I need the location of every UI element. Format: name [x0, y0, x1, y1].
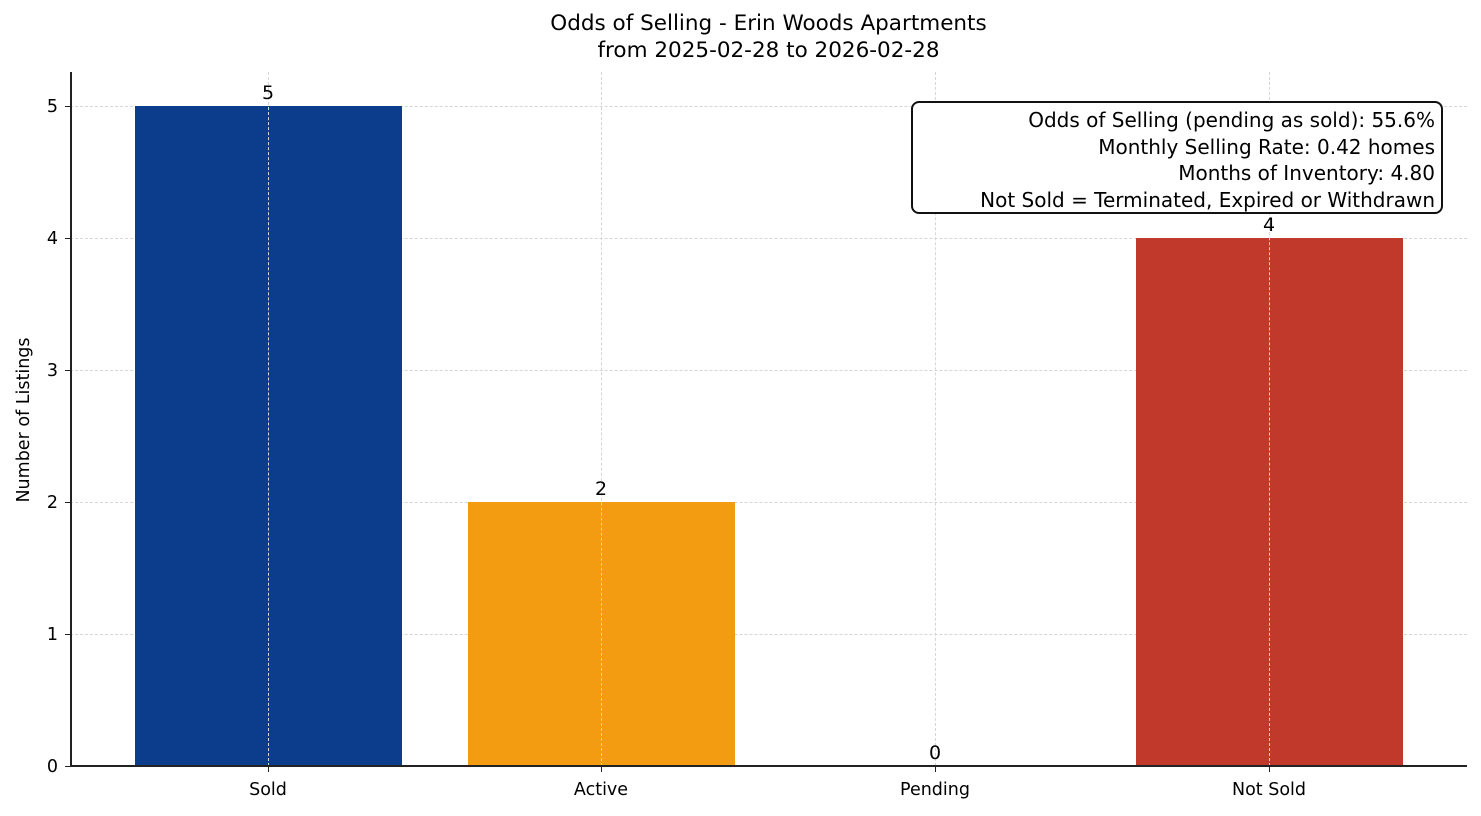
grid-line-y5: [70, 106, 1467, 107]
grid-line-x-not-sold: [1269, 72, 1270, 766]
annotation-odds-of-selling: Odds of Selling (pending as sold): 55.6%: [1028, 108, 1435, 132]
chart-title-main: Odds of Selling - Erin Woods Apartments: [550, 11, 987, 36]
bar-value-label-not-sold: 4: [1262, 214, 1276, 236]
x-tick: [268, 766, 270, 772]
bar-value-label-pending: 0: [928, 742, 942, 764]
grid-line-x-sold: [268, 72, 269, 766]
x-tick: [601, 766, 603, 772]
y-axis-label: Number of Listings: [14, 337, 34, 503]
x-tick: [935, 766, 937, 772]
y-axis-line: [70, 72, 72, 767]
y-tick: [65, 238, 70, 240]
y-tick: [65, 370, 70, 372]
x-tick-label-active: Active: [573, 780, 629, 800]
y-tick: [65, 766, 70, 768]
x-tick: [1269, 766, 1271, 772]
grid-line-y3: [70, 370, 1467, 371]
annotation-not-sold-definition: Not Sold = Terminated, Expired or Withdr…: [980, 187, 1435, 212]
chart-title: Odds of Selling - Erin Woods Apartments …: [0, 10, 1481, 64]
chart-subtitle: from 2025-02-28 to 2026-02-28: [597, 38, 940, 63]
y-tick: [65, 502, 70, 504]
bar-value-label-sold: 5: [261, 82, 275, 104]
grid-line-y2: [70, 502, 1467, 503]
grid-line-y4: [70, 238, 1467, 239]
x-tick-label-pending: Pending: [900, 780, 970, 800]
annotation-months-of-inventory: Months of Inventory: 4.80: [1178, 161, 1435, 185]
y-tick-label: 4: [46, 229, 58, 249]
y-tick-label: 3: [46, 361, 58, 381]
y-tick: [65, 634, 70, 636]
x-axis-line: [70, 765, 1467, 767]
x-tick-label-sold: Sold: [249, 780, 287, 800]
y-tick-label: 5: [46, 97, 58, 117]
y-tick-label: 1: [46, 625, 58, 645]
annotation-monthly-selling-rate: Monthly Selling Rate: 0.42 homes: [1098, 134, 1435, 159]
y-tick-label: 0: [46, 757, 58, 777]
bar-value-label-active: 2: [594, 478, 608, 500]
y-tick: [65, 106, 70, 108]
grid-line-x-pending: [935, 72, 936, 766]
stats-annotation-box: Odds of Selling (pending as sold): 55.6%…: [911, 101, 1443, 214]
grid-line-x-active: [601, 72, 602, 766]
x-tick-label-not-sold: Not Sold: [1231, 780, 1306, 800]
y-tick-label: 2: [46, 493, 58, 513]
grid-line-y1: [70, 634, 1467, 635]
